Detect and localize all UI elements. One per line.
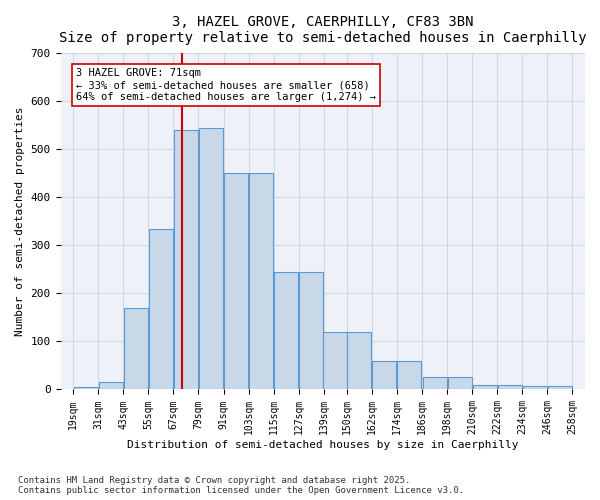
Bar xyxy=(149,228,173,390)
Text: 3 HAZEL GROVE: 71sqm
← 33% of semi-detached houses are smaller (658)
64% of semi: 3 HAZEL GROVE: 71sqm ← 33% of semi-detac… xyxy=(76,68,376,102)
Bar xyxy=(98,382,122,390)
Bar xyxy=(274,272,298,390)
Bar xyxy=(373,360,397,390)
Bar xyxy=(473,384,497,390)
Title: 3, HAZEL GROVE, CAERPHILLY, CF83 3BN
Size of property relative to semi-detached : 3, HAZEL GROVE, CAERPHILLY, CF83 3BN Siz… xyxy=(59,15,587,45)
Bar xyxy=(249,174,273,390)
Text: Contains HM Land Registry data © Crown copyright and database right 2025.
Contai: Contains HM Land Registry data © Crown c… xyxy=(18,476,464,495)
Bar xyxy=(523,386,547,390)
Bar xyxy=(224,174,248,390)
X-axis label: Distribution of semi-detached houses by size in Caerphilly: Distribution of semi-detached houses by … xyxy=(127,440,518,450)
Bar xyxy=(548,386,572,390)
Bar xyxy=(74,387,98,390)
Y-axis label: Number of semi-detached properties: Number of semi-detached properties xyxy=(15,106,25,336)
Bar xyxy=(347,332,371,390)
Bar xyxy=(124,308,148,390)
Bar xyxy=(448,376,472,390)
Bar xyxy=(397,360,421,390)
Bar xyxy=(174,130,198,390)
Bar xyxy=(498,384,522,390)
Bar xyxy=(199,128,223,390)
Bar xyxy=(422,376,446,390)
Bar xyxy=(299,272,323,390)
Bar xyxy=(323,332,347,390)
